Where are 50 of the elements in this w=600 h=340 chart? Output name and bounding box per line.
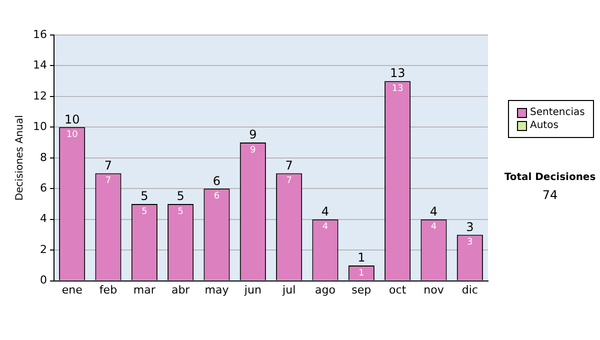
y-tick-label: 2 [40,242,47,256]
y-tick-label: 8 [40,150,47,164]
data-label: 7 [105,176,112,186]
total-label: 7 [285,158,293,172]
x-tick-label: may [204,283,230,296]
x-tick-label: feb [99,283,118,296]
total-label: 6 [212,174,221,188]
data-label: 4 [322,222,328,232]
total-label: 1 [358,250,366,265]
total-label: 4 [321,204,330,218]
total-label: 10 [64,112,80,126]
x-tick-label: sep [352,283,372,296]
y-tick-label: 12 [32,89,47,102]
y-tick-label: 16 [32,28,47,41]
text: 74 [541,188,559,202]
data-label: 9 [250,145,256,156]
y-tick-label: 6 [40,181,47,194]
data-label: 7 [286,176,292,186]
x-tick-label: jun [243,283,262,296]
x-tick-label: nov [424,283,444,296]
x-tick-label: ene [62,283,83,296]
data-label: 13 [392,84,404,94]
total-label: 3 [466,220,474,234]
total-label: 5 [176,189,184,204]
legend-label: Sentencias [530,106,585,119]
total-label: 7 [104,158,112,172]
x-tick-label: oct [389,283,407,296]
x-tick-label: mar [133,283,156,296]
legend-label: Autos [530,119,558,132]
y-tick-label: 0 [40,274,47,287]
y-tick-label: 10 [32,120,47,134]
data-label: 6 [214,191,220,202]
total-label: 13 [390,66,406,80]
data-label: 10 [66,130,78,140]
data-label: 5 [178,206,184,217]
data-label: 1 [358,268,364,278]
y-tick-label: 4 [40,212,47,226]
y-tick-label: 14 [32,58,47,72]
data-label: 5 [142,206,148,217]
y-axis-title: Decisiones Anual [14,115,26,201]
data-label: 3 [467,238,473,248]
x-tick-label: abr [171,283,190,296]
text: Total Decisiones [503,172,597,183]
data-label: 4 [430,222,437,232]
total-label: 5 [140,189,148,204]
x-tick-label: dic [462,283,478,296]
total-label: 4 [430,204,438,218]
x-tick-label: ago [315,283,336,296]
x-tick-label: jul [282,283,296,296]
total-label: 9 [249,128,257,142]
